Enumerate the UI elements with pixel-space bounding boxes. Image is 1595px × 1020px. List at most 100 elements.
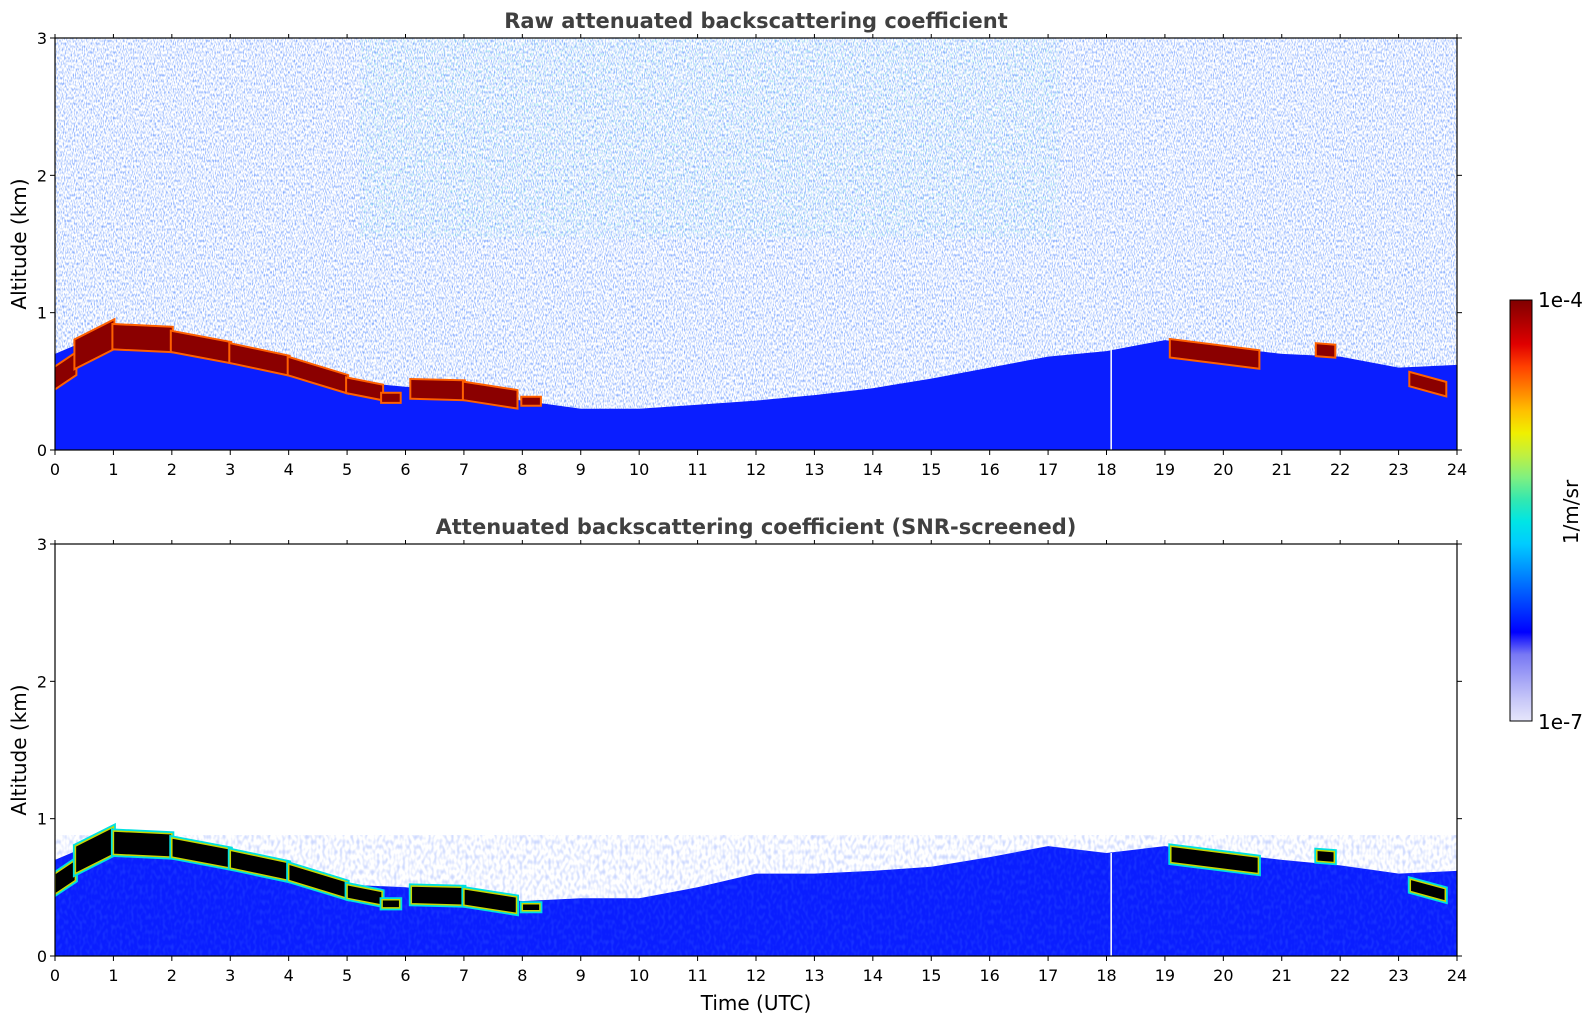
x-tick-label: 4 xyxy=(284,966,294,985)
x-tick-label: 5 xyxy=(342,460,352,479)
x-tick-label: 21 xyxy=(1272,460,1292,479)
x-tick-label: 3 xyxy=(225,966,235,985)
x-tick-label: 23 xyxy=(1388,966,1408,985)
aerosol-texture xyxy=(55,835,1457,956)
raw-backscatter-panel: Raw attenuated backscattering coefficien… xyxy=(7,9,1467,479)
x-tick-label: 4 xyxy=(284,460,294,479)
x-tick-label: 16 xyxy=(979,966,999,985)
cloud-layer xyxy=(347,378,383,400)
x-tick-label: 15 xyxy=(921,966,941,985)
cloud-layer xyxy=(55,353,76,389)
x-tick-label: 6 xyxy=(400,966,410,985)
x-tick-label: 1 xyxy=(108,966,118,985)
cloud-layer xyxy=(463,382,517,408)
x-tick-label: 17 xyxy=(1038,966,1058,985)
x-tick-label: 8 xyxy=(517,966,527,985)
x-tick-label: 11 xyxy=(687,966,707,985)
y-tick-label: 3 xyxy=(37,535,47,554)
cloud-layer xyxy=(381,898,401,909)
cloud-layer xyxy=(113,325,172,352)
x-tick-label: 10 xyxy=(629,460,649,479)
x-tick-label: 7 xyxy=(459,966,469,985)
x-tick-label: 3 xyxy=(225,460,235,479)
raw-heatmap-area xyxy=(55,38,1457,450)
x-tick-label: 21 xyxy=(1272,966,1292,985)
upper-noise-texture xyxy=(360,38,1060,238)
x-tick-label: 10 xyxy=(629,966,649,985)
x-axis-ticks: 0 1 2 3 4 5 6 7 8 9 10 11 12 13 14 15 16 17 18 19 20 21 22 23 24 xyxy=(50,540,1467,985)
cloud-layer xyxy=(288,358,348,393)
x-tick-label: 18 xyxy=(1096,966,1116,985)
x-tick-label: 1 xyxy=(108,460,118,479)
cloud-layer xyxy=(1316,849,1336,864)
x-tick-label: 24 xyxy=(1447,460,1467,479)
x-tick-label: 23 xyxy=(1388,460,1408,479)
x-axis-ticks: 0 1 2 3 4 5 6 7 8 9 10 11 12 13 14 15 16 17 18 19 20 21 22 23 24 xyxy=(50,34,1467,479)
x-tick-label: 22 xyxy=(1330,460,1350,479)
colorbar-gradient xyxy=(1509,299,1533,722)
x-tick-label: 0 xyxy=(50,460,60,479)
x-tick-label: 18 xyxy=(1096,460,1116,479)
x-tick-label: 19 xyxy=(1155,966,1175,985)
screened-heatmap-area xyxy=(55,544,1457,956)
screened-backscatter-panel: Attenuated backscattering coefficient (S… xyxy=(7,515,1467,1015)
x-tick-label: 11 xyxy=(687,460,707,479)
y-axis-label: Altitude (km) xyxy=(7,684,31,815)
panel-title-raw: Raw attenuated backscattering coefficien… xyxy=(504,9,1008,33)
x-tick-label: 6 xyxy=(400,460,410,479)
cloud-layer xyxy=(521,903,541,912)
cloud-layer xyxy=(75,320,114,368)
x-tick-label: 0 xyxy=(50,966,60,985)
x-tick-label: 7 xyxy=(459,460,469,479)
x-tick-label: 14 xyxy=(863,966,883,985)
colorbar-units-label: 1/m/sr xyxy=(1559,479,1583,544)
x-tick-label: 16 xyxy=(979,460,999,479)
x-tick-label: 9 xyxy=(576,966,586,985)
x-tick-label: 19 xyxy=(1155,460,1175,479)
x-tick-label: 20 xyxy=(1213,966,1233,985)
y-axis-label: Altitude (km) xyxy=(7,178,31,309)
y-axis-ticks: 0 1 2 3 xyxy=(37,535,1462,966)
x-tick-label: 13 xyxy=(804,460,824,479)
y-tick-label: 0 xyxy=(37,441,47,460)
cloud-layer xyxy=(1170,845,1260,875)
x-tick-label: 12 xyxy=(746,460,766,479)
cloud-layer xyxy=(346,883,383,907)
cloud-layer xyxy=(74,825,115,875)
cloud-layer xyxy=(171,331,231,363)
cloud-layer xyxy=(522,397,540,405)
x-tick-label: 5 xyxy=(342,966,352,985)
x-tick-label: 15 xyxy=(921,460,941,479)
y-tick-label: 2 xyxy=(37,672,47,691)
cloud-layer xyxy=(463,887,518,915)
cloud-layer xyxy=(411,380,464,400)
colorbar-max-label: 1e-4 xyxy=(1538,288,1583,312)
y-tick-label: 1 xyxy=(37,810,47,829)
y-axis-ticks: 0 1 2 3 xyxy=(37,29,1462,460)
cloud-layer xyxy=(1409,878,1447,903)
panel-title-screened: Attenuated backscattering coefficient (S… xyxy=(436,515,1077,539)
x-tick-label: 9 xyxy=(576,460,586,479)
x-tick-label: 8 xyxy=(517,460,527,479)
x-tick-label: 13 xyxy=(804,966,824,985)
colorbar-min-label: 1e-7 xyxy=(1538,710,1583,734)
x-tick-label: 12 xyxy=(746,966,766,985)
cloud-layer xyxy=(1410,373,1446,396)
x-tick-label: 17 xyxy=(1038,460,1058,479)
y-tick-label: 2 xyxy=(37,166,47,185)
x-tick-label: 2 xyxy=(167,460,177,479)
cloud-layer xyxy=(382,393,400,402)
colorbar: 1e-4 1e-7 1/m/sr xyxy=(1509,288,1583,734)
x-axis-label: Time (UTC) xyxy=(700,991,812,1015)
x-tick-label: 2 xyxy=(167,966,177,985)
cloud-layer xyxy=(230,344,289,375)
y-tick-label: 0 xyxy=(37,947,47,966)
cloud-layer xyxy=(1316,344,1335,357)
cloud-layer xyxy=(112,830,173,858)
y-tick-label: 3 xyxy=(37,29,47,48)
cloud-layer xyxy=(1170,340,1259,368)
cloud-layer xyxy=(287,862,348,900)
y-tick-label: 1 xyxy=(37,304,47,323)
x-tick-label: 24 xyxy=(1447,966,1467,985)
